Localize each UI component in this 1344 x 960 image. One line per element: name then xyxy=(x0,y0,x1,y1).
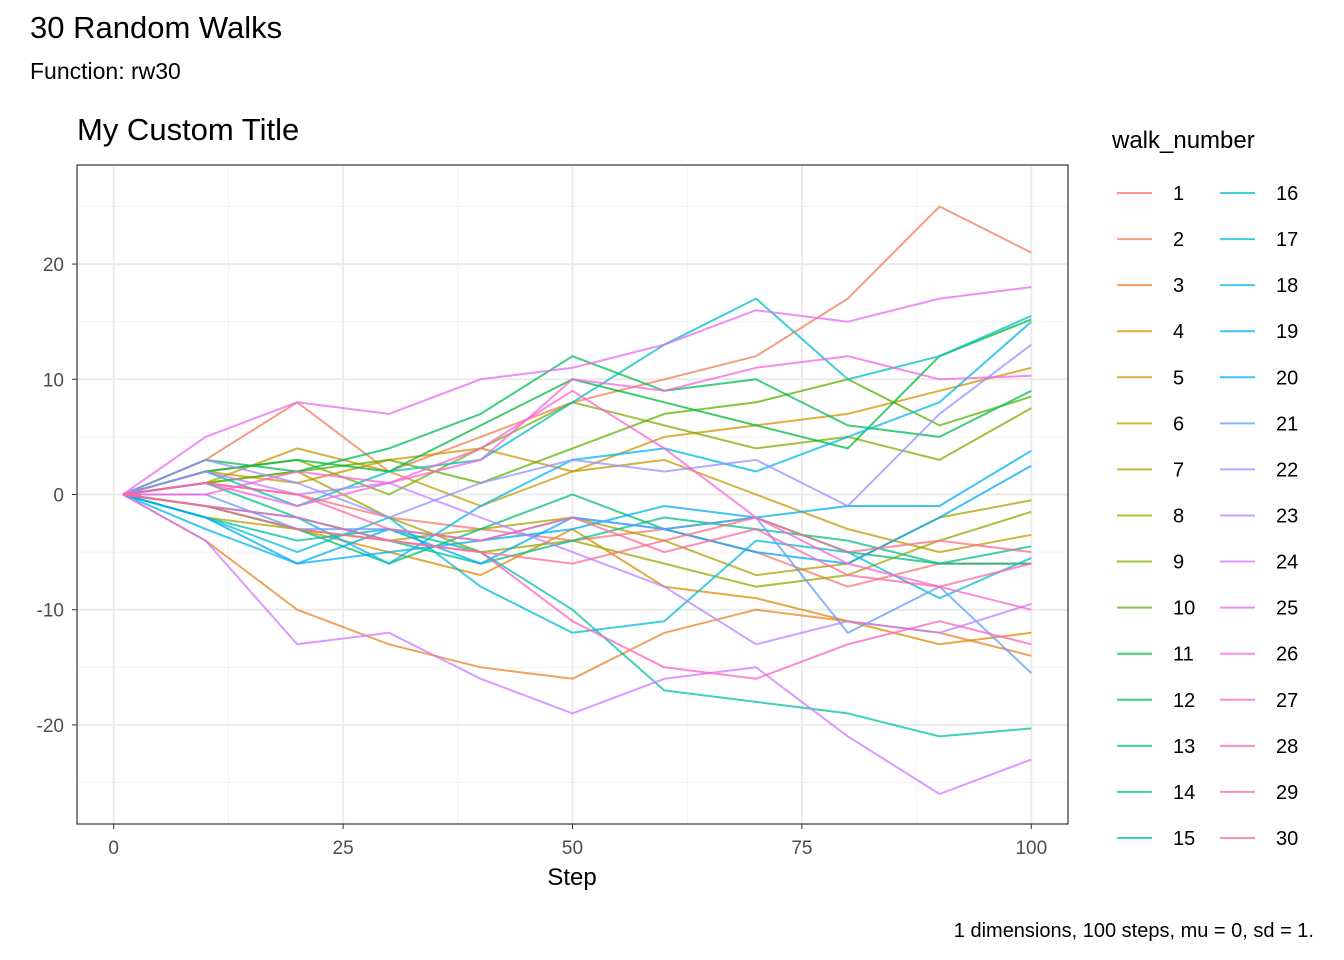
legend-label: 28 xyxy=(1276,736,1298,758)
legend-label: 18 xyxy=(1276,275,1298,297)
legend-label: 20 xyxy=(1276,367,1298,389)
legend-item-4: 4 xyxy=(1117,321,1184,343)
legend-item-26: 26 xyxy=(1220,644,1298,666)
walk-line-12 xyxy=(122,355,1032,496)
legend-item-11: 11 xyxy=(1117,644,1194,666)
x-tick-label: 100 xyxy=(1015,838,1047,859)
legend-item-9: 9 xyxy=(1117,552,1184,574)
legend-item-22: 22 xyxy=(1220,459,1298,481)
legend-label: 26 xyxy=(1276,644,1298,666)
legend-label: 27 xyxy=(1276,690,1298,712)
legend-item-15: 15 xyxy=(1117,828,1195,850)
walk-line-16 xyxy=(122,297,1032,507)
legend-item-21: 21 xyxy=(1220,413,1298,435)
legend-label: 12 xyxy=(1173,690,1195,712)
figure-subtitle: Function: rw30 xyxy=(30,58,181,84)
legend-item-14: 14 xyxy=(1117,782,1195,804)
legend-item-1: 1 xyxy=(1117,183,1184,205)
legend-label: 23 xyxy=(1276,505,1298,527)
legend-label: 1 xyxy=(1173,183,1184,205)
legend-label: 16 xyxy=(1276,183,1298,205)
legend-item-30: 30 xyxy=(1220,828,1298,850)
y-tick-label: -10 xyxy=(37,601,64,622)
x-tick-label: 0 xyxy=(108,838,119,859)
legend-item-16: 16 xyxy=(1220,183,1298,205)
x-tick-label: 75 xyxy=(791,838,812,859)
legend-label: 25 xyxy=(1276,598,1298,620)
legend-label: 15 xyxy=(1173,828,1195,850)
legend-label: 24 xyxy=(1276,552,1298,574)
walk-line-26 xyxy=(122,355,1032,507)
x-axis-label: Step xyxy=(547,864,597,891)
legend-item-6: 6 xyxy=(1117,413,1184,435)
caption: 1 dimensions, 100 steps, mu = 0, sd = 1. xyxy=(953,920,1314,942)
walk-line-27 xyxy=(122,389,1032,611)
y-tick-label: 20 xyxy=(43,255,64,276)
walk-line-29 xyxy=(122,482,1032,588)
walk-line-28 xyxy=(122,493,1032,680)
legend-item-8: 8 xyxy=(1117,505,1184,527)
legend-item-25: 25 xyxy=(1220,598,1298,620)
walk-line-17 xyxy=(122,493,1032,634)
legend-item-28: 28 xyxy=(1220,736,1298,758)
figure-title: 30 Random Walks xyxy=(30,10,283,45)
legend-label: 7 xyxy=(1173,459,1184,481)
legend-item-18: 18 xyxy=(1220,275,1298,297)
x-tick-label: 50 xyxy=(562,838,583,859)
series-lines xyxy=(122,205,1032,795)
walk-line-15 xyxy=(122,493,1032,738)
legend-item-20: 20 xyxy=(1220,367,1298,389)
walk-line-22 xyxy=(122,343,1032,519)
legend: 1234567891011121314151617181920212223242… xyxy=(1117,183,1298,850)
legend-label: 13 xyxy=(1173,736,1195,758)
legend-item-2: 2 xyxy=(1117,229,1184,251)
legend-item-24: 24 xyxy=(1220,552,1298,574)
y-tick-label: -20 xyxy=(37,716,64,737)
legend-label: 6 xyxy=(1173,413,1184,435)
walk-line-19 xyxy=(122,449,1032,565)
legend-label: 29 xyxy=(1276,782,1298,804)
legend-label: 17 xyxy=(1276,229,1298,251)
legend-item-12: 12 xyxy=(1117,690,1195,712)
legend-item-19: 19 xyxy=(1220,321,1298,343)
legend-item-10: 10 xyxy=(1117,598,1195,620)
legend-label: 8 xyxy=(1173,505,1184,527)
legend-label: 19 xyxy=(1276,321,1298,343)
walk-line-24 xyxy=(122,493,1032,795)
legend-label: 5 xyxy=(1173,367,1184,389)
walk-line-23 xyxy=(122,470,1032,646)
y-tick-label: 10 xyxy=(43,370,64,391)
y-tick-label: 0 xyxy=(53,486,64,507)
plot-title: My Custom Title xyxy=(77,112,300,147)
legend-label: 14 xyxy=(1173,782,1195,804)
legend-label: 9 xyxy=(1173,552,1184,574)
legend-label: 2 xyxy=(1173,229,1184,251)
walk-line-30 xyxy=(122,493,1032,565)
legend-title: walk_number xyxy=(1112,127,1255,154)
legend-label: 10 xyxy=(1173,598,1195,620)
legend-item-27: 27 xyxy=(1220,690,1298,712)
legend-label: 21 xyxy=(1276,413,1298,435)
legend-item-17: 17 xyxy=(1220,229,1298,251)
legend-item-5: 5 xyxy=(1117,367,1184,389)
legend-label: 30 xyxy=(1276,828,1298,850)
legend-item-13: 13 xyxy=(1117,736,1195,758)
legend-label: 4 xyxy=(1173,321,1184,343)
x-tick-label: 25 xyxy=(333,838,354,859)
legend-label: 22 xyxy=(1276,459,1298,481)
legend-label: 3 xyxy=(1173,275,1184,297)
legend-item-23: 23 xyxy=(1220,505,1298,527)
legend-item-7: 7 xyxy=(1117,459,1184,481)
walk-line-6 xyxy=(122,447,1032,554)
legend-label: 11 xyxy=(1173,644,1194,666)
legend-item-3: 3 xyxy=(1117,275,1184,297)
legend-item-29: 29 xyxy=(1220,782,1298,804)
walk-line-25 xyxy=(122,286,1032,496)
